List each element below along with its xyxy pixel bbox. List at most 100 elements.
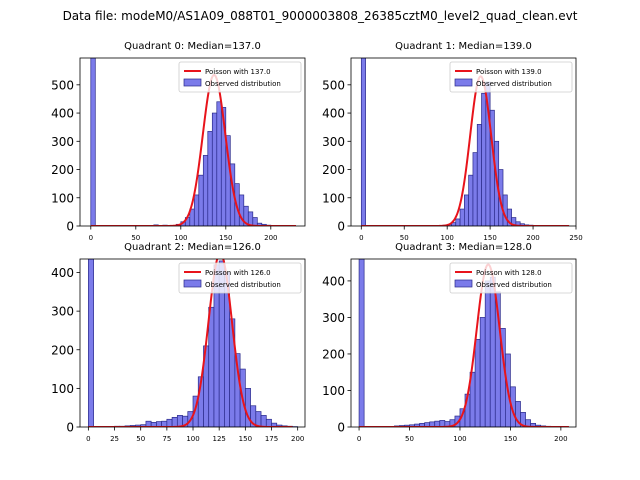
histogram-bar xyxy=(193,194,200,226)
x-tick-label: 100 xyxy=(453,435,466,443)
histogram-bar xyxy=(198,174,204,226)
legend: Poisson with 139.0 Observed distribution xyxy=(449,61,573,93)
legend-patch-swatch xyxy=(183,78,202,87)
y-tick-label: 200 xyxy=(51,163,74,177)
y-tick-label: 0 xyxy=(337,421,345,435)
panel-quadrant-2: Quadrant 2: Median=126.0 0 25 50 75 100 125 150… xyxy=(51,242,306,443)
x-tick-label: 100 xyxy=(174,234,187,242)
panel-quadrant-1: Quadrant 1: Median=139.0 0 50 100 150 200 250 0… xyxy=(322,41,583,242)
x-tick-label: 25 xyxy=(110,435,119,443)
y-tick-label: 200 xyxy=(322,347,345,361)
axes-frame xyxy=(350,57,577,227)
x-tick-label: 100 xyxy=(186,435,199,443)
panel-title: Quadrant 3: Median=128.0 xyxy=(395,242,532,253)
legend-box xyxy=(449,262,573,294)
figure-title: Data file: modeM0/AS1A09_088T01_90000038… xyxy=(63,9,578,23)
histogram-bar xyxy=(265,418,272,427)
x-tick-label: 150 xyxy=(483,234,496,242)
histogram-bar xyxy=(472,152,478,226)
bars xyxy=(90,58,276,226)
histogram-bar xyxy=(88,259,94,427)
x-tick-label: 50 xyxy=(405,435,414,443)
histogram-bar xyxy=(358,259,365,427)
y-tick-label: 300 xyxy=(322,135,345,149)
y-tick-label: 100 xyxy=(322,384,345,398)
y-tick-label: 300 xyxy=(322,311,345,325)
poisson-fit-line xyxy=(90,73,296,226)
y-tick-label: 400 xyxy=(51,266,74,280)
histogram-bar xyxy=(464,194,470,226)
y-tick-label: 0 xyxy=(66,220,74,234)
poisson-fit-line xyxy=(361,75,570,226)
y-tick-label: 300 xyxy=(51,135,74,149)
y-tick-label: 0 xyxy=(337,220,345,234)
histogram-bar xyxy=(455,218,461,226)
histogram-bar xyxy=(171,416,178,427)
histogram-bar xyxy=(202,155,209,226)
x-tick-label: 200 xyxy=(526,234,539,242)
x-tick-label: 125 xyxy=(212,435,225,443)
histogram-bar xyxy=(207,131,213,226)
panel-title: Quadrant 2: Median=126.0 xyxy=(124,242,261,253)
x-tick-label: 200 xyxy=(291,435,304,443)
legend-label-fit: Poisson with 139.0 xyxy=(476,68,542,76)
y-tick-label: 500 xyxy=(51,78,74,92)
histogram-bar xyxy=(211,112,218,226)
panel-quadrant-3: Quadrant 3: Median=128.0 0 50 100 150 200 0 100… xyxy=(322,242,577,443)
histogram-bar xyxy=(208,306,215,427)
histogram-bar xyxy=(474,338,481,427)
legend-label-observed: Observed distribution xyxy=(476,80,552,88)
x-tick-label: 50 xyxy=(136,435,145,443)
histogram-bar xyxy=(166,418,173,427)
legend: Poisson with 128.0 Observed distribution xyxy=(449,262,573,294)
legend-patch-swatch xyxy=(183,279,202,288)
x-tick-label: 200 xyxy=(264,234,277,242)
panel-quadrant-0: Quadrant 0: Median=137.0 0 50 100 150 200 0 100… xyxy=(51,41,306,242)
legend: Poisson with 126.0 Observed distribution xyxy=(178,262,302,294)
legend-label-fit: Poisson with 128.0 xyxy=(476,269,542,277)
histogram-bar xyxy=(489,276,496,427)
x-tick-label: 0 xyxy=(86,435,90,443)
legend-box xyxy=(178,262,302,294)
legend-box xyxy=(178,61,302,93)
legend-patch-swatch xyxy=(454,279,473,288)
panel-title: Quadrant 1: Median=139.0 xyxy=(395,41,532,52)
y-tick-label: 0 xyxy=(66,421,74,435)
histogram-bar xyxy=(360,58,366,226)
panel-title: Quadrant 0: Median=137.0 xyxy=(124,41,261,52)
histogram-bar xyxy=(216,101,222,226)
histogram-bar xyxy=(468,174,474,226)
y-tick-label: 100 xyxy=(51,191,74,205)
legend-label-fit: Poisson with 137.0 xyxy=(205,68,271,76)
histogram-bar xyxy=(481,92,487,226)
legend-label-observed: Observed distribution xyxy=(205,281,281,289)
y-tick-label: 200 xyxy=(322,163,345,177)
x-tick-label: 75 xyxy=(162,435,171,443)
y-tick-label: 400 xyxy=(322,274,345,288)
x-tick-label: 0 xyxy=(89,234,93,242)
y-tick-label: 100 xyxy=(51,382,74,396)
x-tick-label: 200 xyxy=(554,435,567,443)
y-tick-label: 500 xyxy=(322,78,345,92)
y-tick-label: 400 xyxy=(322,107,345,121)
axes-frame xyxy=(350,258,577,428)
y-tick-label: 100 xyxy=(322,191,345,205)
histogram-bar xyxy=(90,58,96,226)
histogram-bar xyxy=(252,217,258,226)
y-tick-label: 200 xyxy=(51,343,74,357)
axes-frame xyxy=(79,57,306,227)
x-tick-label: 150 xyxy=(219,234,232,242)
legend-label-fit: Poisson with 126.0 xyxy=(205,269,271,277)
x-tick-label: 150 xyxy=(504,435,517,443)
legend-patch-swatch xyxy=(454,78,473,87)
y-tick-label: 400 xyxy=(51,107,74,121)
x-tick-label: 50 xyxy=(400,234,409,242)
y-tick-label: 300 xyxy=(51,305,74,319)
x-tick-label: 100 xyxy=(440,234,453,242)
legend-label-observed: Observed distribution xyxy=(476,281,552,289)
histogram-bar xyxy=(459,208,465,226)
histogram-bar xyxy=(476,124,482,226)
x-tick-label: 0 xyxy=(357,435,361,443)
legend: Poisson with 137.0 Observed distribution xyxy=(178,61,302,93)
